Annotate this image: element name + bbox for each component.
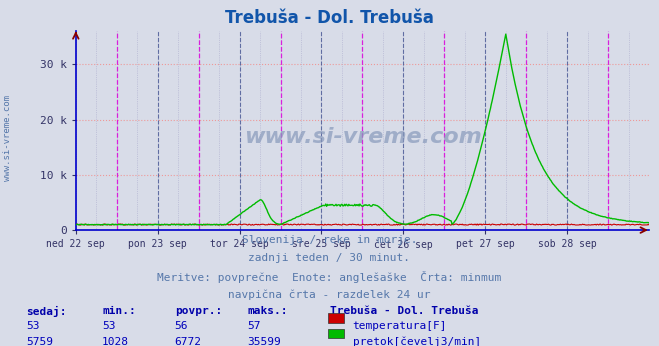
Text: pretok[čevelj3/min]: pretok[čevelj3/min]: [353, 337, 481, 346]
Text: navpična črta - razdelek 24 ur: navpična črta - razdelek 24 ur: [228, 289, 431, 300]
Text: 6772: 6772: [175, 337, 202, 346]
Text: 53: 53: [102, 321, 115, 331]
Text: www.si-vreme.com: www.si-vreme.com: [3, 95, 13, 181]
Text: 5759: 5759: [26, 337, 53, 346]
Text: 53: 53: [26, 321, 40, 331]
Text: 56: 56: [175, 321, 188, 331]
Text: sedaj:: sedaj:: [26, 306, 67, 317]
Text: min.:: min.:: [102, 306, 136, 316]
Text: zadnji teden / 30 minut.: zadnji teden / 30 minut.: [248, 253, 411, 263]
Text: povpr.:: povpr.:: [175, 306, 222, 316]
Text: Slovenija / reke in morje.: Slovenija / reke in morje.: [242, 235, 417, 245]
Text: Trebuša - Dol. Trebuša: Trebuša - Dol. Trebuša: [225, 9, 434, 27]
Text: www.si-vreme.com: www.si-vreme.com: [244, 127, 481, 147]
Text: Meritve: povprečne  Enote: anglešaške  Črta: minmum: Meritve: povprečne Enote: anglešaške Črt…: [158, 271, 501, 283]
Text: Trebuša - Dol. Trebuša: Trebuša - Dol. Trebuša: [330, 306, 478, 316]
Text: temperatura[F]: temperatura[F]: [353, 321, 447, 331]
Text: 57: 57: [247, 321, 260, 331]
Text: 35599: 35599: [247, 337, 281, 346]
Text: maks.:: maks.:: [247, 306, 287, 316]
Text: 1028: 1028: [102, 337, 129, 346]
